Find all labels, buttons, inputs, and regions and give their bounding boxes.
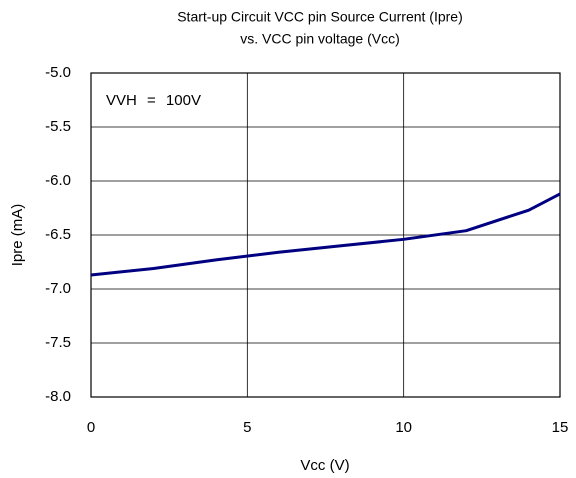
y-tick-label: -7.0 (45, 280, 71, 297)
chart-title: vs. VCC pin voltage (Vcc) (240, 31, 400, 47)
y-tick-label: -6.5 (45, 226, 71, 243)
chart-title: Start-up Circuit VCC pin Source Current … (177, 9, 463, 25)
x-tick-label: 5 (243, 419, 251, 436)
x-tick-label: 0 (87, 419, 95, 436)
y-tick-label: -7.5 (45, 334, 71, 351)
plot-frame (90, 72, 561, 398)
y-axis-label: Ipre (mA) (9, 204, 26, 267)
y-tick-label: -5.0 (45, 64, 71, 81)
y-tick-label: -6.0 (45, 172, 71, 189)
x-tick-label: 10 (395, 419, 412, 436)
x-tick-label: 15 (552, 419, 569, 436)
y-tick-label: -5.5 (45, 118, 71, 135)
annotation: VVH = 100V (106, 92, 201, 109)
x-axis-label: Vcc (V) (300, 457, 349, 474)
y-tick-label: -8.0 (45, 388, 71, 405)
data-line (90, 192, 561, 277)
